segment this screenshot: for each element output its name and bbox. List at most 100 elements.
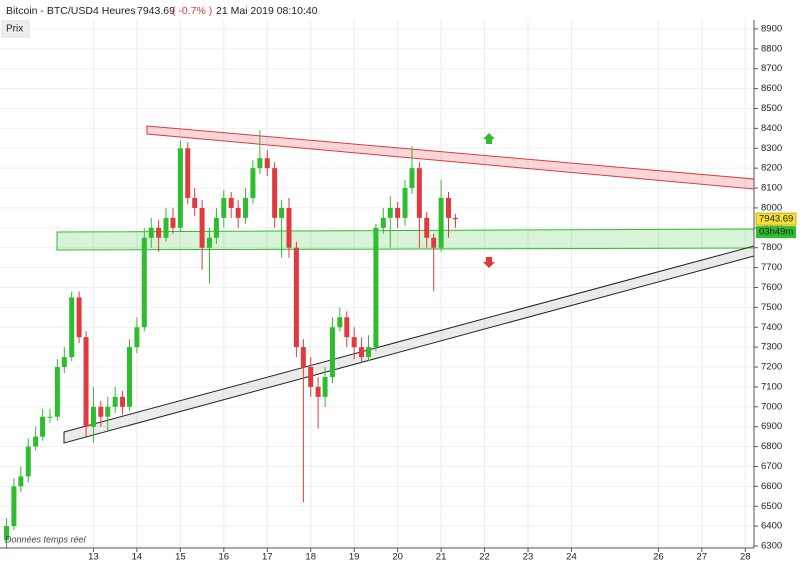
- candle-body: [416, 168, 422, 218]
- candle-body: [235, 207, 241, 218]
- candle-body: [438, 197, 444, 248]
- candle-body: [359, 347, 365, 358]
- y-tick-label: 6900: [761, 421, 782, 432]
- header-bar: [0, 0, 754, 20]
- candle-body: [61, 357, 67, 368]
- candle-body: [409, 168, 415, 189]
- candle-body: [366, 347, 372, 358]
- instrument-title: Bitcoin - BTC/USD: [6, 5, 93, 17]
- x-tick-label: 27: [697, 552, 708, 563]
- candle-body: [170, 217, 176, 228]
- timeframe: 4 Heures: [93, 5, 136, 17]
- candle-body: [4, 526, 10, 541]
- x-tick-label: 17: [262, 552, 273, 563]
- candle-body: [243, 197, 249, 218]
- candle-body: [40, 416, 46, 437]
- candle-body: [373, 227, 379, 348]
- candle-body: [105, 406, 111, 417]
- candle-body: [156, 227, 162, 238]
- x-tick-label: 13: [88, 552, 99, 563]
- candle-body: [69, 297, 75, 358]
- candle-body: [279, 207, 285, 218]
- candle-body: [431, 237, 437, 248]
- x-tick-label: 16: [219, 552, 230, 563]
- candle-body: [293, 247, 299, 348]
- candle-body: [185, 148, 191, 198]
- candle-body: [47, 416, 53, 418]
- y-tick-label: 8800: [761, 43, 782, 54]
- y-tick-label: 7200: [761, 362, 782, 373]
- candle-body: [192, 197, 198, 208]
- candle-body: [286, 207, 292, 248]
- countdown-label: 03h49m: [759, 227, 793, 238]
- candle-body: [90, 406, 96, 427]
- candle-body: [337, 317, 343, 328]
- candle-body: [221, 197, 227, 218]
- candle-body: [250, 168, 256, 198]
- last-price-box: [755, 212, 797, 226]
- candle-body: [308, 367, 314, 387]
- price-change: ( -0.7% ): [172, 5, 212, 17]
- candle-body: [387, 207, 393, 218]
- y-tick-label: 6800: [761, 441, 782, 452]
- x-tick-label: 23: [523, 552, 534, 563]
- x-tick-label: 21: [436, 552, 447, 563]
- candle-body: [315, 386, 321, 397]
- x-tick-label: 22: [479, 552, 490, 563]
- candles: [4, 130, 458, 548]
- candle-body: [177, 148, 183, 228]
- candle-body: [11, 486, 17, 527]
- y-tick-label: 7800: [761, 242, 782, 253]
- candle-body: [424, 217, 430, 238]
- x-tick-label: 19: [349, 552, 360, 563]
- y-tick-label: 7100: [761, 381, 782, 392]
- y-tick-label: 7400: [761, 322, 782, 333]
- candle-body: [120, 396, 126, 407]
- candle-body: [300, 347, 306, 368]
- footnote: Données temps réel: [5, 534, 87, 544]
- panel-label-box: [1, 20, 30, 38]
- candle-body: [134, 327, 140, 348]
- candle-body: [206, 237, 212, 248]
- candle-body: [25, 446, 31, 477]
- candle-body: [452, 217, 458, 220]
- candle-body: [272, 168, 278, 218]
- arrow-up: [483, 133, 495, 144]
- timestamp: 21 Mai 2019 08:10:40: [216, 5, 318, 17]
- candle-body: [33, 436, 39, 447]
- y-tick-label: 8300: [761, 143, 782, 154]
- x-tick-label: 28: [740, 552, 751, 563]
- y-tick-label: 7300: [761, 342, 782, 353]
- candle-body: [98, 406, 104, 417]
- y-tick-label: 8000: [761, 202, 782, 213]
- y-tick-label: 6500: [761, 501, 782, 512]
- panel-label: Prix: [6, 24, 23, 35]
- candle-body: [351, 337, 357, 348]
- candle-body: [344, 317, 350, 338]
- x-tick-label: 14: [132, 552, 143, 563]
- y-tick-label: 7500: [761, 302, 782, 313]
- candle-body: [127, 347, 133, 407]
- x-tick-label: 26: [653, 552, 664, 563]
- candle-body: [141, 237, 147, 328]
- candle-body: [264, 158, 270, 169]
- candle-body: [402, 188, 408, 218]
- y-tick-label: 8900: [761, 23, 782, 34]
- countdown-box: [756, 226, 796, 239]
- candle-body: [18, 476, 24, 487]
- y-tick-label: 7700: [761, 262, 782, 273]
- candle-body: [213, 217, 219, 238]
- candle-body: [329, 327, 335, 377]
- y-tick-label: 8600: [761, 83, 782, 94]
- candle-body: [199, 207, 205, 248]
- candle-body: [112, 396, 118, 407]
- y-tick-label: 8700: [761, 63, 782, 74]
- arrow-down: [483, 257, 495, 268]
- y-tick-label: 6300: [761, 541, 782, 552]
- y-tick-label: 8200: [761, 163, 782, 174]
- x-tick-label: 18: [305, 552, 316, 563]
- support-zone: [56, 228, 755, 251]
